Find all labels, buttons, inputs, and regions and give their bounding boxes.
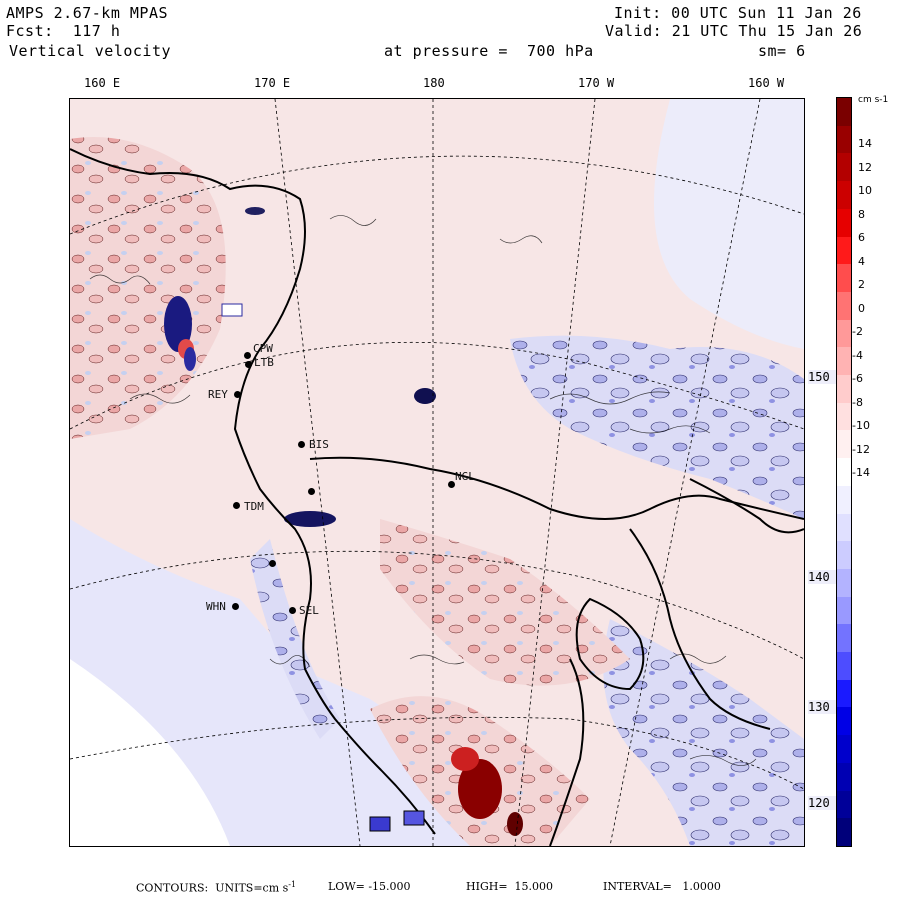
colorbar-tick-label: -8: [852, 395, 863, 409]
station-label-sel: SEL: [299, 604, 319, 617]
domain-edge: [70, 639, 230, 846]
station-label-rey: REY: [208, 388, 228, 401]
colorbar-segment: [837, 513, 851, 542]
forecast-hour: Fcst: 117 h: [6, 22, 121, 40]
station-dot-bis: [298, 441, 305, 448]
station-dot-rey: [234, 391, 241, 398]
colorbar-tick-label: 10: [858, 184, 872, 197]
marker-box-2: [369, 816, 391, 832]
station-dot-ngl: [448, 481, 455, 488]
colorbar-segment: [837, 762, 851, 791]
footer-units: CONTOURS: UNITS=cm s-1: [136, 880, 297, 895]
station-dot-cpw: [244, 352, 251, 359]
colorbar-tick-label: 12: [858, 160, 872, 174]
colorbar-segment: [837, 541, 851, 569]
station-dot-whn: [232, 603, 239, 610]
lon-label-160e: 160 E: [84, 76, 121, 90]
station-dot-tdm: [233, 502, 240, 509]
marker-box-1: [221, 303, 243, 317]
coastline: [70, 148, 804, 846]
station-dot-unlabeled-2: [269, 560, 276, 567]
graticule: [70, 99, 804, 846]
colorbar-tick-label: 0: [858, 301, 865, 315]
station-label-ngl: NGL: [455, 470, 475, 483]
colorbar-segment: [837, 125, 851, 154]
lat-label-130w: 130 W: [808, 700, 845, 714]
footer-low: LOW= -15.000: [328, 880, 411, 893]
lon-label-170e: 170 E: [254, 76, 291, 90]
lon-label-160w: 160 W: [748, 76, 785, 90]
colorbar-segment: [837, 375, 851, 403]
colorbar-segment: [837, 790, 851, 819]
pale-blue-area-ne: [654, 99, 804, 349]
field-name: Vertical velocity: [9, 42, 172, 60]
valid-time: Valid: 21 UTC Thu 15 Jan 26: [605, 22, 863, 40]
colorbar-tick-label: 4: [858, 254, 865, 268]
colorbar-segment: [837, 319, 851, 348]
station-label-tdm: TDM: [244, 500, 264, 513]
colorbar-tick-label: -12: [852, 442, 870, 456]
colorbar-segment: [837, 818, 851, 846]
map-panel: [69, 98, 805, 847]
colorbar-segment: [837, 568, 851, 597]
upward-motion-region-c: [380, 519, 630, 686]
colorbar-units: cm s-1: [858, 95, 889, 105]
init-time: Init: 00 UTC Sun 11 Jan 26: [614, 4, 862, 22]
colorbar-segment: [837, 264, 851, 292]
colorbar-tick-label: 8: [858, 207, 865, 221]
colorbar-segment: [837, 707, 851, 736]
downward-motion-region: [510, 335, 804, 519]
colorbar-segment: [837, 485, 851, 514]
colorbar-segment: [837, 430, 851, 459]
colorbar-segment: [837, 98, 851, 126]
colorbar-tick-label: -10: [852, 419, 870, 432]
colorbar-segment: [837, 208, 851, 237]
colorbar-segment: [837, 181, 851, 209]
lon-label-170w: 170 W: [578, 76, 615, 90]
smoothing: sm= 6: [758, 42, 806, 60]
colorbar-segment: [837, 624, 851, 653]
colorbar-segment: [837, 679, 851, 708]
colorbar-segment: [837, 402, 851, 431]
colorbar-tick-label: 6: [858, 231, 865, 244]
station-dot-ltb: [245, 361, 252, 368]
lon-label-180: 180: [423, 76, 445, 90]
station-dot-unlabeled-1: [308, 488, 315, 495]
vertical-velocity-map: [70, 99, 804, 846]
station-label-bis: BIS: [309, 438, 329, 451]
intense-features: [164, 207, 523, 836]
coast-blue-band: [250, 539, 340, 739]
station-label-whn: WHN: [206, 600, 226, 613]
colorbar-segment: [837, 596, 851, 625]
colorbar-tick-label: -14: [852, 466, 870, 479]
model-title: AMPS 2.67-km MPAS: [6, 4, 169, 22]
station-label-cpw: CPW: [253, 342, 273, 355]
station-label-ltb: LTB: [254, 356, 274, 369]
colorbar-tick-label: -4: [852, 348, 863, 362]
marker-box-3: [403, 810, 425, 826]
footer-interval: INTERVAL= 1.0000: [603, 880, 721, 893]
colorbar-segment: [837, 347, 851, 376]
colorbar-tick-label: -6: [852, 372, 863, 385]
colorbar-tick-label: 14: [858, 137, 872, 150]
pressure-level: at pressure = 700 hPa: [384, 42, 594, 60]
colorbar-segment: [837, 735, 851, 763]
colorbar-segment: [837, 652, 851, 680]
footer-high: HIGH= 15.000: [466, 880, 554, 893]
colorbar-tick-label: -2: [852, 325, 863, 338]
colorbar: [836, 97, 852, 847]
contour-lines: [89, 215, 757, 766]
colorbar-segment: [837, 153, 851, 182]
downward-motion-region-se: [603, 619, 804, 846]
colorbar-tick-label: 2: [858, 278, 865, 291]
colorbar-segment: [837, 236, 851, 265]
colorbar-segment: [837, 458, 851, 486]
station-dot-sel: [289, 607, 296, 614]
colorbar-segment: [837, 291, 851, 320]
